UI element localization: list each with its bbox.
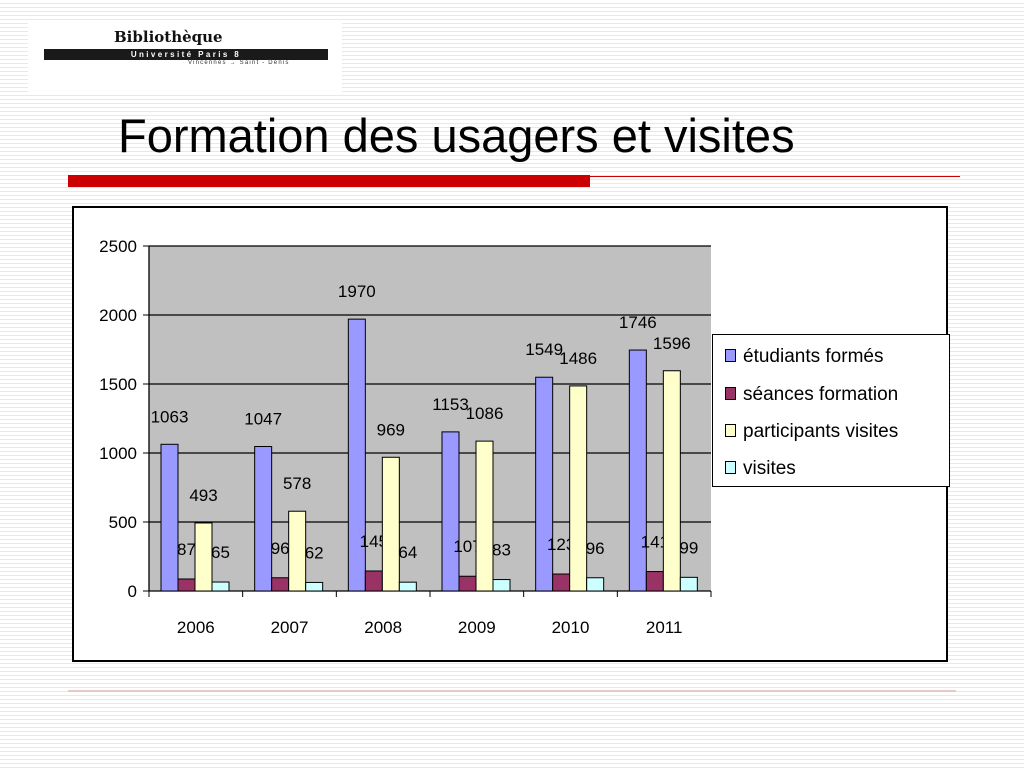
data-label: 1549 [525, 340, 563, 359]
bar [552, 573, 571, 592]
bar [441, 431, 460, 592]
bar [194, 522, 213, 592]
legend-item-seances-formation: séances formation [725, 383, 898, 407]
library-logo: Bibliothèque Université Paris 8 Vincenne… [28, 20, 342, 94]
data-label: 578 [283, 474, 311, 493]
data-label: 145 [360, 532, 388, 551]
data-label: 1047 [244, 410, 282, 429]
bar [254, 446, 273, 592]
x-tick-label: 2007 [271, 618, 309, 637]
data-label: 64 [398, 543, 417, 562]
legend-swatch [725, 461, 736, 474]
plot-area [149, 246, 711, 591]
data-label: 96 [271, 539, 290, 558]
x-tick-label: 2006 [177, 618, 215, 637]
data-label: 123 [547, 535, 575, 554]
bar [679, 576, 698, 592]
slide-title: Formation des usagers et visites [118, 109, 795, 162]
legend-label: étudiants formés [743, 346, 884, 367]
data-label: 107 [453, 537, 481, 556]
footer-divider [68, 690, 956, 692]
bar [398, 581, 417, 592]
bar [160, 443, 179, 592]
data-label: 493 [189, 486, 217, 505]
bar [271, 577, 290, 592]
bar-chart: 0 500 1000 1500 2000 2500 2006 2007 2008 2009 2010… [99, 237, 712, 637]
legend-item-participants-visites: participants visites [725, 420, 898, 444]
data-label: 96 [586, 539, 605, 558]
data-label: 1970 [338, 282, 376, 301]
logo-title: Bibliothèque [114, 28, 223, 46]
bar [177, 578, 196, 592]
x-tick-label: 2011 [646, 618, 683, 637]
title-underline-thin [590, 176, 960, 177]
bar [211, 581, 230, 592]
y-tick-label: 500 [109, 513, 137, 532]
bar [645, 571, 664, 592]
x-tick-label: 2009 [458, 618, 496, 637]
y-tick-label: 1000 [99, 444, 137, 463]
title-underline [68, 175, 590, 187]
bar [492, 579, 511, 592]
bar [347, 318, 366, 592]
bar [628, 349, 647, 592]
x-tick-label: 2010 [552, 618, 590, 637]
data-label: 99 [679, 538, 698, 557]
legend-swatch [725, 387, 736, 400]
data-label: 65 [211, 543, 230, 562]
legend-swatch [725, 424, 736, 437]
x-tick-label: 2008 [364, 618, 402, 637]
data-label: 1596 [653, 334, 691, 353]
bar [305, 581, 324, 592]
bar [586, 577, 605, 592]
bar [662, 370, 681, 592]
legend-label: participants visites [743, 421, 899, 442]
logo-subtitle: Vincennes → Saint - Denis [188, 60, 290, 66]
bar [475, 440, 494, 592]
data-label: 62 [305, 543, 324, 562]
y-tick-label: 0 [128, 582, 137, 601]
data-label: 1086 [466, 404, 504, 423]
bar [364, 570, 383, 592]
bar [535, 376, 554, 592]
y-tick-label: 2000 [99, 306, 137, 325]
bar [288, 510, 307, 592]
data-label: 1153 [432, 395, 469, 414]
bar [458, 575, 477, 592]
legend-label: séances formation [743, 384, 899, 405]
data-label: 969 [377, 420, 405, 439]
legend-swatch [725, 349, 736, 362]
chart-legend: étudiants formés séances formation parti… [712, 334, 950, 487]
data-label: 83 [492, 541, 511, 560]
data-label: 87 [177, 540, 196, 559]
data-label: 1746 [619, 313, 657, 332]
bar [381, 456, 400, 592]
data-label: 141 [641, 533, 669, 552]
legend-item-etudiants-formes: étudiants formés [725, 345, 883, 369]
legend-label: visites [743, 458, 796, 479]
bar [569, 385, 588, 592]
legend-item-visites: visites [725, 457, 796, 481]
y-tick-label: 1500 [99, 375, 137, 394]
chart-frame: 0 500 1000 1500 2000 2500 2006 2007 2008 2009 2010… [72, 206, 950, 662]
logo-band: Université Paris 8 [44, 49, 328, 60]
data-label: 1486 [559, 349, 597, 368]
y-tick-label: 2500 [99, 237, 137, 256]
data-label: 1063 [151, 407, 189, 426]
